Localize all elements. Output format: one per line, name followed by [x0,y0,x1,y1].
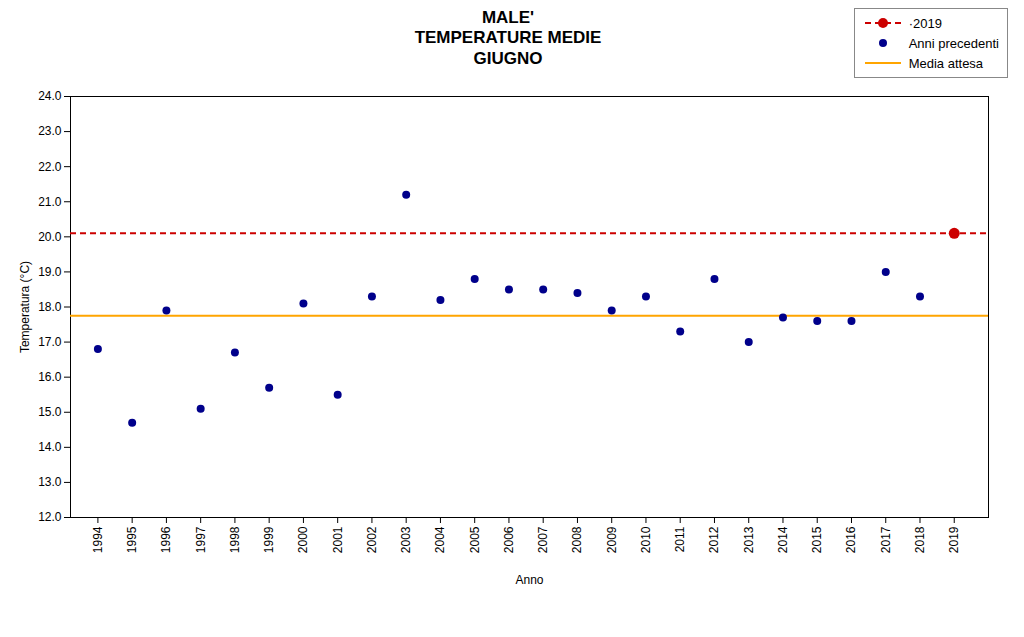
svg-text:1994: 1994 [91,526,105,553]
svg-text:2003: 2003 [399,526,413,553]
svg-text:1998: 1998 [228,526,242,553]
svg-text:2019: 2019 [947,526,961,553]
svg-text:2001: 2001 [331,526,345,553]
svg-text:21.0: 21.0 [38,195,62,209]
svg-text:2016: 2016 [844,526,858,553]
svg-text:22.0: 22.0 [38,160,62,174]
svg-text:18.0: 18.0 [38,300,62,314]
svg-text:1995: 1995 [125,526,139,553]
svg-text:15.0: 15.0 [38,405,62,419]
svg-text:2013: 2013 [742,526,756,553]
svg-text:1997: 1997 [194,526,208,553]
svg-text:Temperatura (°C): Temperatura (°C) [18,261,32,353]
svg-text:2006: 2006 [502,526,516,553]
html-text:MALE' TEMPERATURE MEDIE GIUGNO: MALE' TEMPERATURE MEDIE GIUGNO [414,8,602,68]
svg-text:1996: 1996 [159,526,173,553]
svg-text:2010: 2010 [639,526,653,553]
svg-text:2018: 2018 [913,526,927,553]
html-text:Media attesa: Media attesa [908,55,984,71]
svg-text:Anno: Anno [515,573,543,587]
svg-text:2007: 2007 [536,526,550,553]
svg-text:2015: 2015 [810,526,824,553]
svg-text:2014: 2014 [776,526,790,553]
svg-text:2005: 2005 [468,526,482,553]
svg-text:2008: 2008 [570,526,584,553]
svg-text:2004: 2004 [433,526,447,553]
svg-text:20.0: 20.0 [38,230,62,244]
svg-text:2011: 2011 [673,526,687,552]
svg-text:19.0: 19.0 [38,265,62,279]
svg-text:23.0: 23.0 [38,124,62,138]
svg-text:2000: 2000 [296,526,310,553]
html-text:·2019: ·2019 [908,15,942,31]
svg-text:2002: 2002 [365,526,379,553]
svg-text:12.0: 12.0 [38,510,62,524]
svg-text:17.0: 17.0 [38,335,62,349]
svg-text:24.0: 24.0 [38,89,62,103]
svg-text:13.0: 13.0 [38,475,62,489]
svg-text:2017: 2017 [879,526,893,553]
svg-text:14.0: 14.0 [38,440,62,454]
svg-text:1999: 1999 [262,526,276,553]
html-text:Anni precedenti: Anni precedenti [908,35,999,51]
svg-text:2012: 2012 [707,526,721,553]
svg-text:2009: 2009 [605,526,619,553]
svg-text:16.0: 16.0 [38,370,62,384]
